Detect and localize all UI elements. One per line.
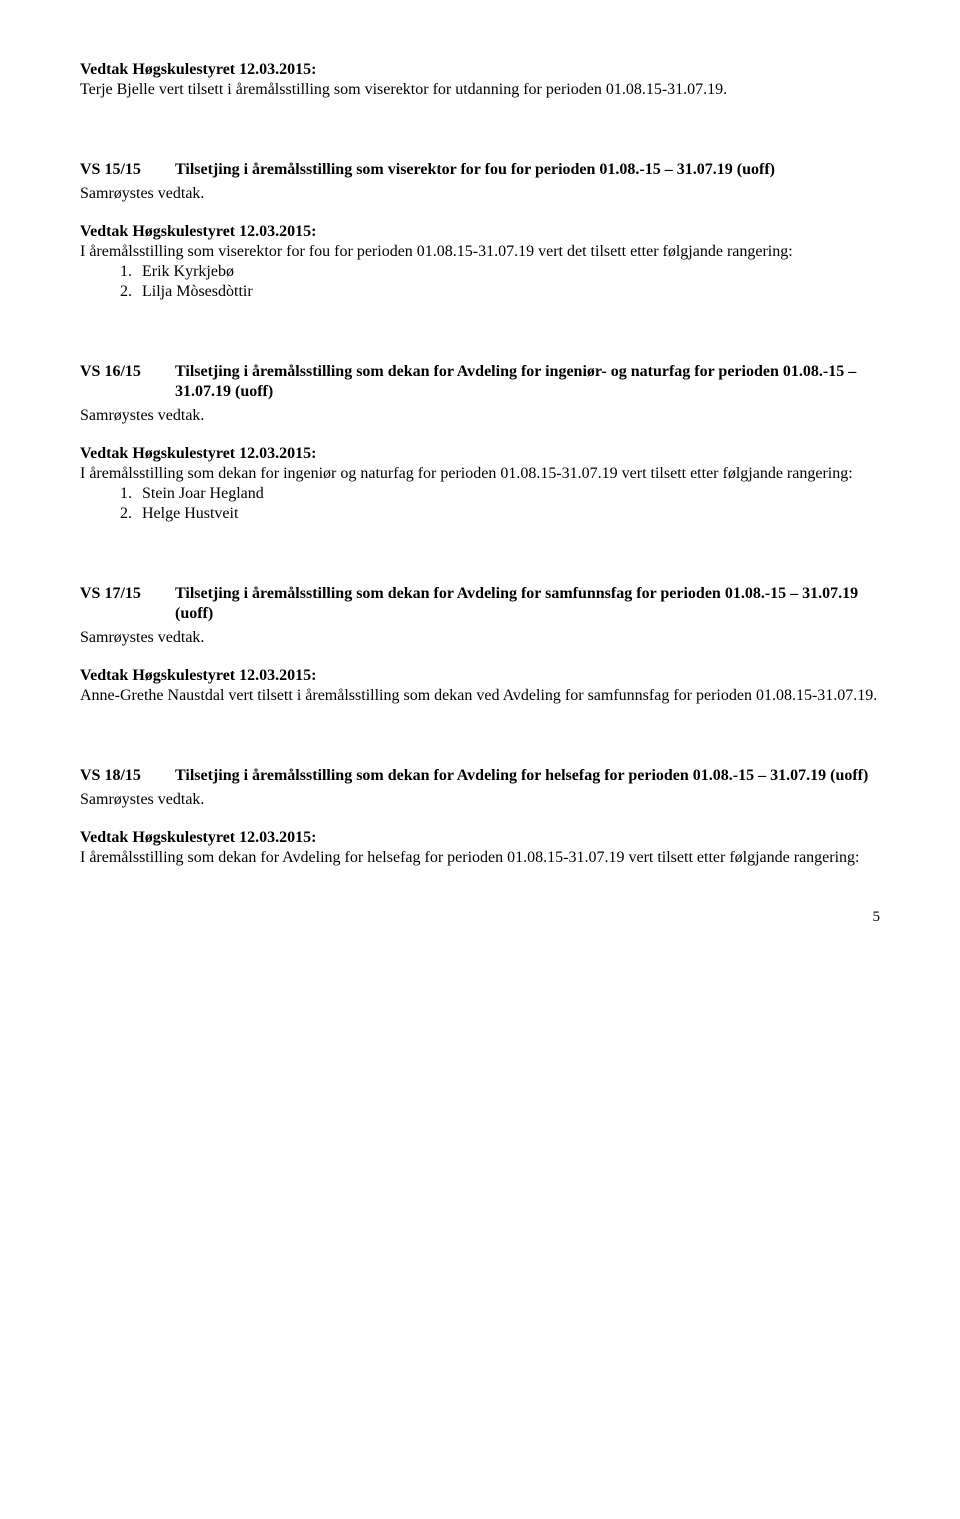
- section-vs-18-15: VS 18/15 Tilsetjing i åremålsstilling so…: [80, 766, 880, 868]
- case-title: Tilsetjing i åremålsstilling som dekan f…: [175, 584, 880, 624]
- list-text: Stein Joar Hegland: [142, 484, 264, 504]
- unanimous-line: Samrøystes vedtak.: [80, 406, 880, 426]
- decision-heading: Vedtak Høgskulestyret 12.03.2015:: [80, 828, 880, 848]
- section-vs-16-15: VS 16/15 Tilsetjing i åremålsstilling so…: [80, 362, 880, 524]
- list-num: 1.: [120, 484, 142, 504]
- case-row: VS 15/15 Tilsetjing i åremålsstilling so…: [80, 160, 880, 180]
- case-code: VS 18/15: [80, 766, 175, 786]
- intro-heading: Vedtak Høgskulestyret 12.03.2015:: [80, 60, 880, 80]
- decision-heading: Vedtak Høgskulestyret 12.03.2015:: [80, 222, 880, 242]
- ranking-list: 1. Stein Joar Hegland 2. Helge Hustveit: [80, 484, 880, 524]
- list-text: Erik Kyrkjebø: [142, 262, 234, 282]
- case-row: VS 17/15 Tilsetjing i åremålsstilling so…: [80, 584, 880, 624]
- decision-heading: Vedtak Høgskulestyret 12.03.2015:: [80, 444, 880, 464]
- list-item: 1. Erik Kyrkjebø: [120, 262, 880, 282]
- list-item: 2. Helge Hustveit: [120, 504, 880, 524]
- section-vs-15-15: VS 15/15 Tilsetjing i åremålsstilling so…: [80, 160, 880, 302]
- list-item: 1. Stein Joar Hegland: [120, 484, 880, 504]
- unanimous-line: Samrøystes vedtak.: [80, 184, 880, 204]
- intro-section: Vedtak Høgskulestyret 12.03.2015: Terje …: [80, 60, 880, 100]
- case-code: VS 16/15: [80, 362, 175, 382]
- decision-body: I åremålsstilling som viserektor for fou…: [80, 242, 880, 262]
- list-num: 2.: [120, 504, 142, 524]
- case-title: Tilsetjing i åremålsstilling som dekan f…: [175, 766, 880, 786]
- decision-body: Anne-Grethe Naustdal vert tilsett i årem…: [80, 686, 880, 706]
- list-text: Lilja Mòsesdòttir: [142, 282, 253, 302]
- decision-heading: Vedtak Høgskulestyret 12.03.2015:: [80, 666, 880, 686]
- unanimous-line: Samrøystes vedtak.: [80, 628, 880, 648]
- list-num: 1.: [120, 262, 142, 282]
- page-number: 5: [80, 908, 880, 927]
- case-title: Tilsetjing i åremålsstilling som dekan f…: [175, 362, 880, 402]
- section-vs-17-15: VS 17/15 Tilsetjing i åremålsstilling so…: [80, 584, 880, 706]
- case-row: VS 16/15 Tilsetjing i åremålsstilling so…: [80, 362, 880, 402]
- case-row: VS 18/15 Tilsetjing i åremålsstilling so…: [80, 766, 880, 786]
- list-item: 2. Lilja Mòsesdòttir: [120, 282, 880, 302]
- case-code: VS 17/15: [80, 584, 175, 604]
- ranking-list: 1. Erik Kyrkjebø 2. Lilja Mòsesdòttir: [80, 262, 880, 302]
- intro-body: Terje Bjelle vert tilsett i åremålsstill…: [80, 80, 880, 100]
- unanimous-line: Samrøystes vedtak.: [80, 790, 880, 810]
- decision-body: I åremålsstilling som dekan for ingeniør…: [80, 464, 880, 484]
- decision-body: I åremålsstilling som dekan for Avdeling…: [80, 848, 880, 868]
- case-title: Tilsetjing i åremålsstilling som viserek…: [175, 160, 880, 180]
- case-code: VS 15/15: [80, 160, 175, 180]
- list-num: 2.: [120, 282, 142, 302]
- list-text: Helge Hustveit: [142, 504, 238, 524]
